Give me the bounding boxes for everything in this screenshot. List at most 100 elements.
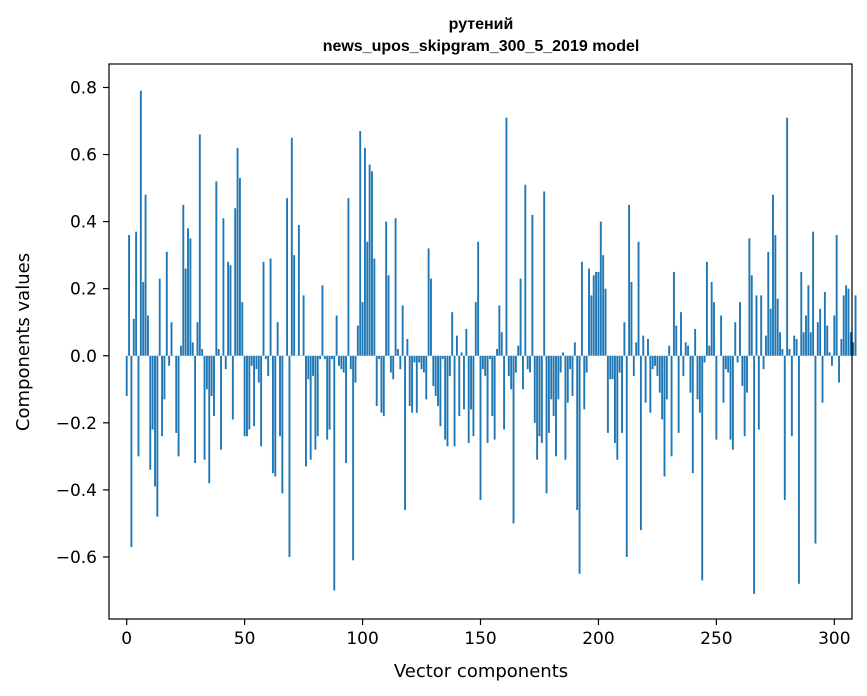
bar — [710, 281, 713, 356]
bar — [682, 355, 685, 376]
bar — [491, 355, 494, 417]
bar — [288, 355, 291, 557]
y-axis-label: Components values — [13, 253, 34, 431]
bar — [595, 271, 598, 356]
bar — [328, 355, 331, 430]
bar — [264, 355, 267, 360]
bar — [522, 355, 524, 390]
bar — [222, 218, 225, 356]
bar — [430, 278, 432, 356]
bar — [432, 355, 435, 386]
bar — [536, 355, 539, 460]
bar — [453, 355, 456, 447]
bar — [585, 355, 588, 373]
bar — [833, 315, 836, 356]
bar — [621, 355, 623, 433]
bar — [828, 352, 831, 356]
bar — [809, 332, 812, 356]
bar — [253, 355, 256, 427]
bar — [739, 302, 741, 356]
bar — [125, 355, 128, 396]
bar — [151, 355, 154, 430]
y-tick-label: −0.2 — [56, 414, 97, 434]
bar — [514, 355, 517, 373]
bar — [797, 355, 800, 584]
bar — [401, 305, 404, 356]
bar — [406, 338, 409, 356]
bar — [392, 355, 395, 380]
bar — [241, 302, 244, 356]
bar — [227, 261, 230, 356]
bar — [519, 278, 522, 356]
bar — [387, 275, 390, 356]
bar — [290, 137, 293, 356]
bar — [611, 355, 614, 380]
chart-title: рутений — [449, 16, 514, 33]
bar — [203, 355, 206, 460]
bar — [743, 355, 746, 437]
bar — [663, 355, 666, 477]
bar — [330, 355, 333, 360]
bar — [642, 335, 645, 356]
bar — [668, 345, 671, 356]
bar — [448, 355, 451, 376]
bar — [340, 355, 343, 370]
x-tick-label: 50 — [234, 629, 256, 649]
bar — [460, 352, 463, 356]
bar — [658, 355, 661, 393]
bar — [363, 147, 366, 356]
bar — [399, 355, 402, 370]
bar — [137, 355, 140, 457]
bar — [503, 355, 506, 430]
bar — [687, 345, 690, 356]
bar — [236, 147, 239, 356]
bar — [753, 355, 756, 594]
bar — [467, 355, 470, 443]
bar — [512, 355, 515, 524]
bar — [524, 184, 527, 356]
bar — [378, 355, 381, 360]
bar — [746, 355, 748, 393]
bar — [776, 298, 779, 356]
x-axis-label: Vector components — [394, 661, 568, 682]
bar — [142, 281, 145, 356]
bar — [269, 258, 272, 356]
bar — [852, 342, 855, 356]
bar — [764, 335, 767, 356]
bar — [347, 198, 350, 356]
bar — [187, 228, 189, 356]
bar — [814, 355, 817, 544]
bar — [656, 355, 659, 376]
bar — [842, 295, 845, 356]
bar — [545, 355, 548, 494]
y-axis-ticks: −0.6 −0.4 −0.2 0.0 0.2 0.4 0.6 0.8 — [56, 78, 109, 568]
bar — [359, 131, 362, 356]
bar — [649, 355, 652, 413]
bar — [847, 288, 850, 356]
bar — [158, 278, 161, 356]
bar — [724, 355, 727, 370]
bar — [748, 238, 751, 356]
bar — [533, 355, 536, 423]
y-tick-label: −0.4 — [56, 481, 97, 501]
bar — [231, 355, 234, 420]
y-tick-label: 0.2 — [70, 280, 97, 300]
bar — [543, 191, 546, 356]
bar — [191, 342, 194, 356]
bar — [736, 355, 739, 363]
bar — [684, 342, 687, 356]
bar — [184, 268, 187, 356]
bar — [769, 308, 772, 356]
bar — [161, 355, 164, 437]
bar — [276, 322, 279, 356]
bar — [547, 355, 550, 433]
bar — [156, 355, 159, 517]
bar — [198, 134, 201, 356]
bar — [812, 231, 815, 356]
bar — [703, 355, 706, 363]
bar — [632, 355, 635, 376]
bar — [326, 355, 329, 440]
bar — [194, 355, 197, 464]
bar — [463, 355, 465, 410]
